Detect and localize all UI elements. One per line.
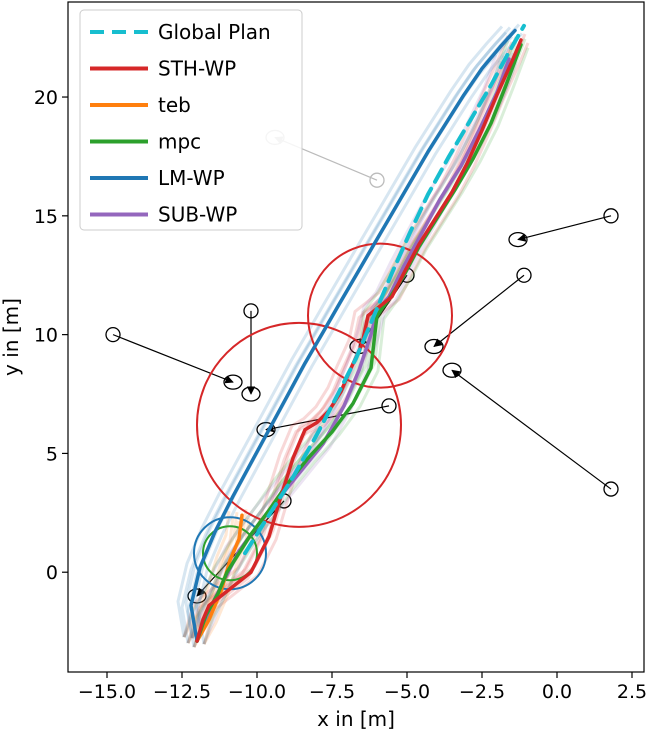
safety-circle (307, 242, 453, 389)
x-axis-label: x in [m] (317, 707, 395, 731)
legend-label: LM-WP (158, 166, 225, 190)
legend: Global Plan STH-WP teb mpc LM-WP SUB-WP (79, 9, 303, 231)
y-axis: 0 5 10 15 20 (34, 87, 68, 584)
y-tick-label: 10 (34, 325, 58, 347)
obstacle-layer (105, 129, 619, 604)
x-tick-label: −12.5 (153, 681, 211, 703)
obstacle-marker (381, 398, 397, 414)
trajectory-shadow (182, 35, 510, 638)
x-tick-label: 2.5 (617, 681, 647, 703)
obstacle-arrow (517, 215, 612, 242)
x-tick-label: −10.0 (228, 681, 286, 703)
x-tick-label: −7.5 (309, 681, 355, 703)
obstacle-marker (223, 374, 243, 390)
obstacle-marker (603, 208, 619, 224)
series-line-mpc (195, 43, 523, 643)
legend-label: STH-WP (158, 57, 236, 81)
x-tick-label: 0.0 (542, 681, 572, 703)
plot-area (67, 1, 645, 673)
obstacle-arrow (433, 274, 525, 348)
legend-label: Global Plan (158, 20, 271, 44)
trajectory-shadow (186, 517, 235, 644)
trajectory-shadow (190, 55, 506, 639)
legend-label: teb (158, 93, 191, 117)
trajectory-shadow (196, 32, 524, 645)
y-tick-label: 15 (34, 206, 58, 228)
trajectory-shadow (176, 25, 504, 638)
trajectory-shadow (186, 41, 514, 644)
safety-circle (202, 525, 258, 582)
obstacle-marker (105, 326, 121, 343)
legend-label: SUB-WP (158, 203, 237, 227)
series-line-lm-wp (189, 28, 517, 643)
series-line-global-plan (243, 23, 526, 556)
y-tick-label: 20 (34, 87, 58, 109)
y-tick-label: 5 (46, 443, 58, 465)
legend-box (79, 9, 303, 231)
y-tick-label: 0 (46, 562, 58, 584)
y-axis-label: y in [m] (0, 298, 23, 376)
x-tick-label: −15.0 (78, 681, 136, 703)
series-layer (176, 23, 530, 648)
safety-circle (196, 321, 402, 528)
x-tick-label: −5.0 (384, 681, 430, 703)
x-axis: −15.0 −12.5 −10.0 −7.5 −5.0 −2.5 0.0 2.5 (78, 672, 647, 703)
obstacle-arrow (451, 369, 612, 490)
x-tick-label: −2.5 (459, 681, 505, 703)
obstacle-marker (508, 231, 528, 248)
obstacle-marker (369, 172, 385, 188)
axes-frame (67, 1, 645, 673)
obstacle-marker (516, 267, 532, 283)
legend-label: mpc (158, 130, 201, 154)
obstacle-marker (603, 481, 619, 497)
trajectory-shadow (184, 26, 512, 639)
obstacle-arrow (112, 334, 234, 384)
trajectory-shadow (202, 47, 530, 645)
